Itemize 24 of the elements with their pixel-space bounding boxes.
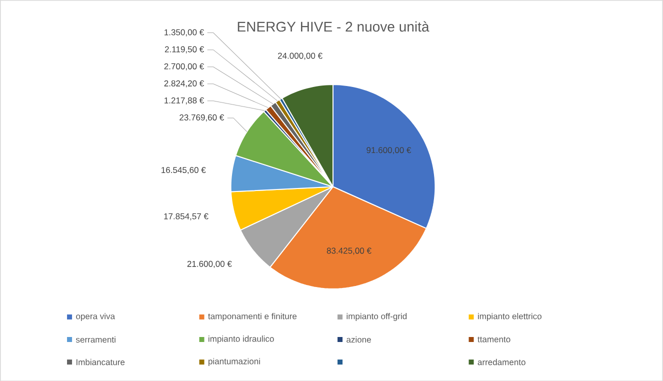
data-label: 21.600,00 € <box>187 260 232 268</box>
legend-label: azione <box>346 336 371 342</box>
legend-label: arredamento <box>478 358 526 365</box>
data-label: 24.000,00 € <box>278 52 322 60</box>
data-label: 83.425,00 € <box>326 247 372 254</box>
chart-title: ENERGY HIVE - 2 nuove unità <box>238 20 430 32</box>
legend-label: impianto off-grid <box>346 312 407 321</box>
legend-label: tamponamenti e finiture <box>208 312 297 321</box>
legend-label: piantumazioni <box>208 358 260 366</box>
data-label: 17.854,57 € <box>164 213 208 220</box>
data-label: 91.600,00 € <box>366 146 412 154</box>
data-label: 1.217,88 € <box>164 97 204 104</box>
legend-label: opera viva <box>76 312 116 321</box>
legend-label: serramenti <box>76 336 116 342</box>
data-label: 2.700,00 € <box>164 63 204 70</box>
legend-label: ttamento <box>478 336 510 342</box>
legend-label: impianto idraulico <box>208 335 274 344</box>
legend-label: Imbiancature <box>76 358 125 365</box>
data-label: 23.769,60 € <box>180 114 224 122</box>
data-label: 2.824,20 € <box>164 80 204 88</box>
legend-label: impianto elettrico <box>478 312 542 321</box>
data-label: 2.119,50 € <box>164 46 204 54</box>
data-label: 16.545,60 € <box>162 166 206 174</box>
data-label: 1.350,00 € <box>164 29 204 36</box>
